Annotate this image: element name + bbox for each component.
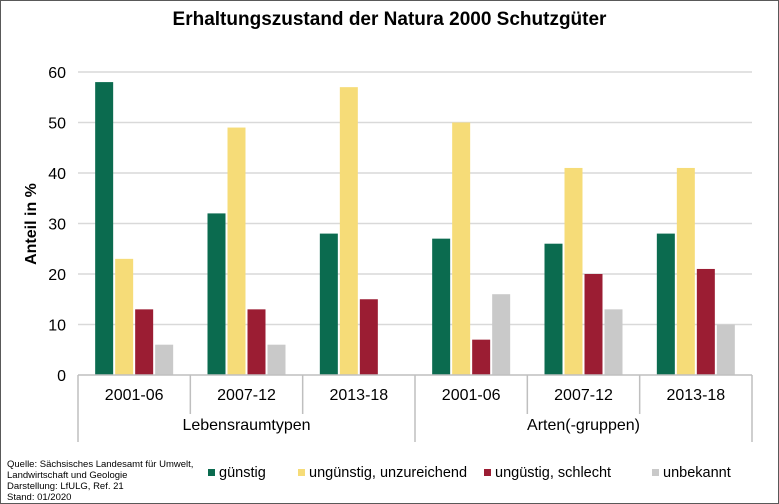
- bar-ung-nstig-unzureichend: [115, 258, 134, 375]
- legend-label: unbekannt: [663, 465, 731, 481]
- bar-ung-stig-schlecht: [472, 339, 491, 375]
- bar-ung-nstig-unzureichend: [676, 167, 695, 375]
- x-tick-label: 2013-18: [666, 387, 725, 404]
- bar-ung-stig-schlecht: [135, 309, 154, 375]
- bar-unbekannt: [267, 344, 286, 375]
- bar-unbekannt: [492, 294, 511, 375]
- x-tick-label: 2001-06: [442, 387, 501, 404]
- legend-label: ungüstig, schlecht: [495, 465, 611, 481]
- chart-title: Erhaltungszustand der Natura 2000 Schutz…: [172, 9, 607, 30]
- y-tick-label: 30: [48, 217, 66, 234]
- bar-ung-nstig-unzureichend: [564, 167, 583, 375]
- x-tick-label: 2013-18: [329, 387, 388, 404]
- legend-swatch: [652, 469, 659, 476]
- legend-swatch: [208, 469, 215, 476]
- bar-g-nstig: [656, 233, 675, 375]
- bar-g-nstig: [207, 213, 226, 375]
- x-tick-label: 2007-12: [217, 387, 276, 404]
- legend-label: ungünstig, unzureichend: [309, 465, 467, 481]
- x-tick-label: 2007-12: [554, 387, 613, 404]
- bar-ung-stig-schlecht: [359, 299, 378, 375]
- y-tick-label: 20: [48, 267, 66, 284]
- x-tick-label: 2001-06: [105, 387, 164, 404]
- y-tick-label: 60: [48, 65, 66, 82]
- bar-g-nstig: [432, 238, 451, 375]
- bar-ung-stig-schlecht: [584, 274, 603, 375]
- bar-ung-stig-schlecht: [696, 268, 715, 375]
- y-tick-label: 10: [48, 318, 66, 335]
- source-note: Quelle: Sächsisches Landesamt für Umwelt…: [7, 459, 194, 503]
- y-tick-label: 50: [48, 116, 66, 133]
- group-label: Arten(-gruppen): [527, 417, 640, 434]
- legend-swatch: [298, 469, 305, 476]
- group-label: Lebensraumtypen: [182, 417, 310, 434]
- y-tick-label: 40: [48, 166, 66, 183]
- bar-ung-nstig-unzureichend: [452, 122, 471, 375]
- bar-ung-nstig-unzureichend: [339, 87, 358, 376]
- y-tick-label: 0: [57, 368, 66, 385]
- bar-unbekannt: [155, 344, 174, 375]
- bar-ung-nstig-unzureichend: [227, 127, 246, 375]
- bar-unbekannt: [604, 309, 623, 375]
- y-axis-label: Anteil in %: [23, 183, 40, 265]
- bar-g-nstig: [544, 243, 563, 375]
- legend-swatch: [484, 469, 491, 476]
- bar-ung-stig-schlecht: [247, 309, 266, 375]
- bar-g-nstig: [95, 82, 114, 375]
- bar-unbekannt: [716, 324, 735, 375]
- bar-g-nstig: [319, 233, 338, 375]
- legend-label: günstig: [219, 465, 266, 481]
